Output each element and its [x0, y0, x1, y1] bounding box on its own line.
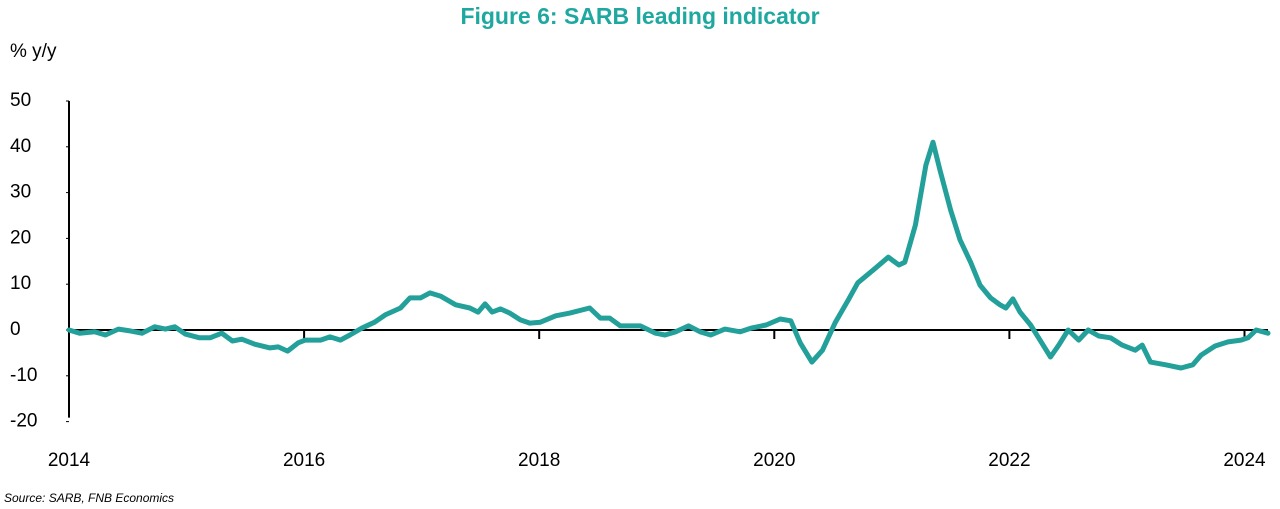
y-tick-label: 30	[10, 182, 31, 203]
source-note: Source: SARB, FNB Economics	[4, 491, 174, 505]
x-tick-label: 2020	[753, 450, 795, 471]
y-axis-label: % y/y	[10, 41, 57, 62]
chart-title: Figure 6: SARB leading indicator	[460, 3, 819, 29]
x-tick-label: 2016	[283, 450, 325, 471]
x-tick-label: 2024	[1223, 450, 1266, 471]
y-tick-label: 50	[10, 90, 31, 111]
y-tick-label: 40	[10, 136, 31, 157]
y-tick-label: -20	[10, 411, 37, 432]
y-tick-label: 20	[10, 227, 31, 248]
x-tick-label: 2018	[518, 450, 560, 471]
data-line	[66, 139, 1271, 371]
y-tick-label: -10	[10, 365, 37, 386]
y-tick-label: 0	[10, 319, 21, 340]
x-tick-label: 2022	[988, 450, 1030, 471]
y-tick-label: 10	[10, 273, 31, 294]
x-tick-label: 2014	[48, 450, 91, 471]
